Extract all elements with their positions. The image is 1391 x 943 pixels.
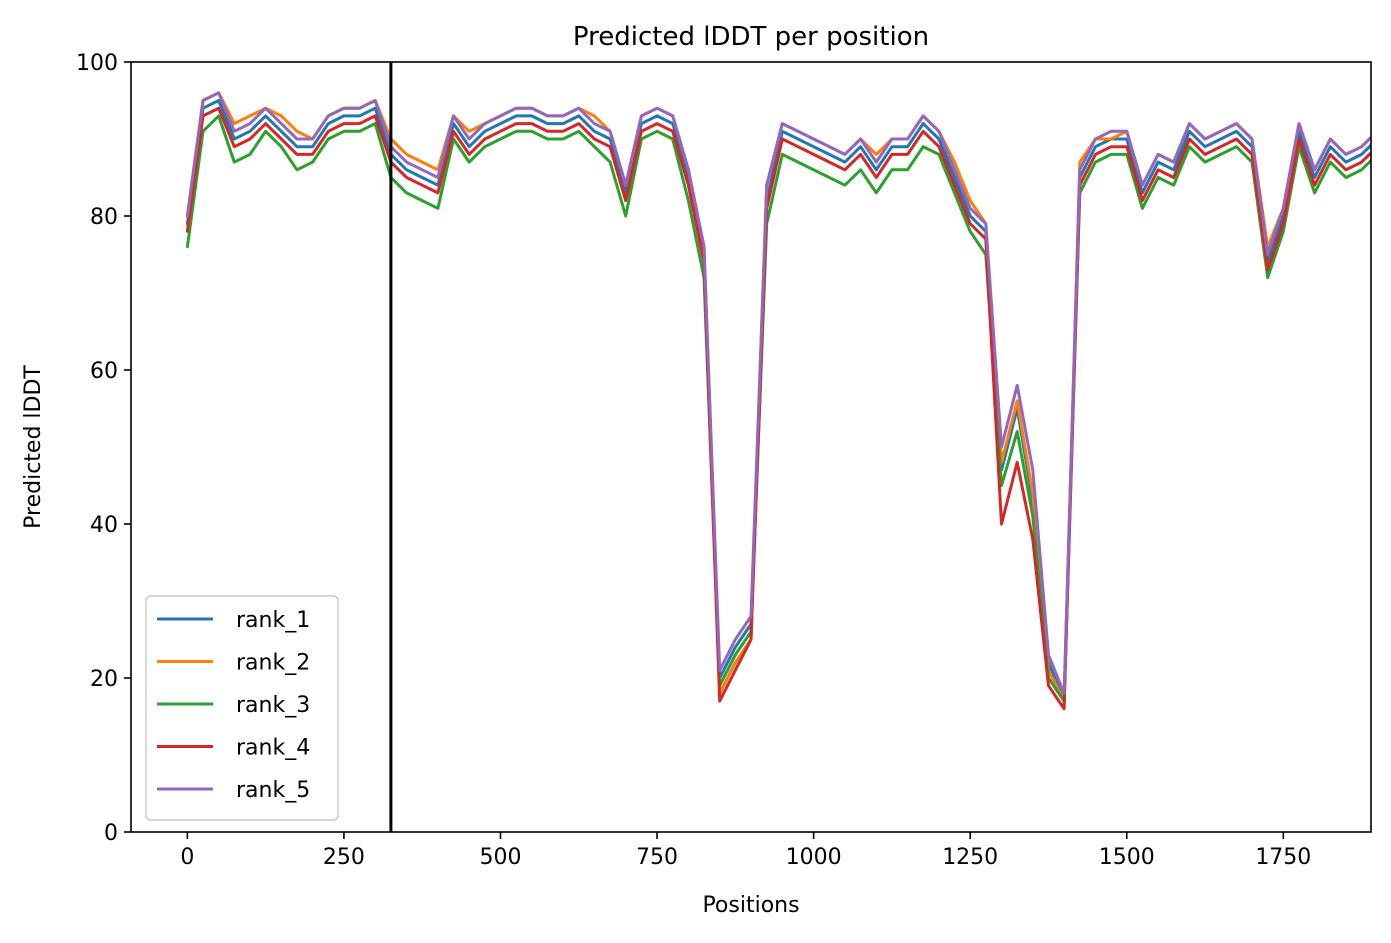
y-tick-label: 20 <box>90 667 118 692</box>
y-tick-label: 80 <box>90 205 118 230</box>
series-line-rank-3 <box>185 114 1371 703</box>
legend-label: rank_1 <box>236 608 310 633</box>
series-line-rank-5 <box>185 91 1371 695</box>
y-tick-label: 60 <box>90 359 118 384</box>
series-line-rank-1 <box>185 99 1371 703</box>
legend-label: rank_2 <box>236 651 310 676</box>
x-tick-label: 750 <box>636 845 678 870</box>
y-tick-label: 0 <box>104 821 118 846</box>
x-axis-label: Positions <box>702 893 799 918</box>
y-tick-label: 100 <box>76 51 118 76</box>
chart-title: Predicted lDDT per position <box>573 22 929 52</box>
x-tick-label: 1750 <box>1255 845 1311 870</box>
x-tick-label: 1000 <box>786 845 842 870</box>
axes-layer: 0 250 500 750 1000 1250 1500 1750 0 20 40 60 80 100 <box>76 51 1372 870</box>
x-tick-label: 250 <box>323 845 365 870</box>
legend-label: rank_3 <box>236 693 310 718</box>
series-line-rank-4 <box>185 106 1371 711</box>
x-tick-label: 1250 <box>942 845 998 870</box>
legend-box <box>145 595 339 821</box>
x-tick-label: 1500 <box>1099 845 1155 870</box>
series-line-rank-2 <box>185 91 1371 703</box>
legend-label: rank_4 <box>236 736 310 761</box>
x-tick-label: 0 <box>180 845 194 870</box>
x-tick-label: 500 <box>479 845 521 870</box>
legend-label: rank_5 <box>236 778 310 803</box>
plot-frame <box>130 61 1372 833</box>
series-layer <box>185 62 1371 832</box>
y-axis-label: Predicted lDDT <box>21 365 46 529</box>
y-tick-label: 40 <box>90 513 118 538</box>
legend: rank_1 rank_2 rank_3 rank_4 rank_5 <box>145 595 339 821</box>
